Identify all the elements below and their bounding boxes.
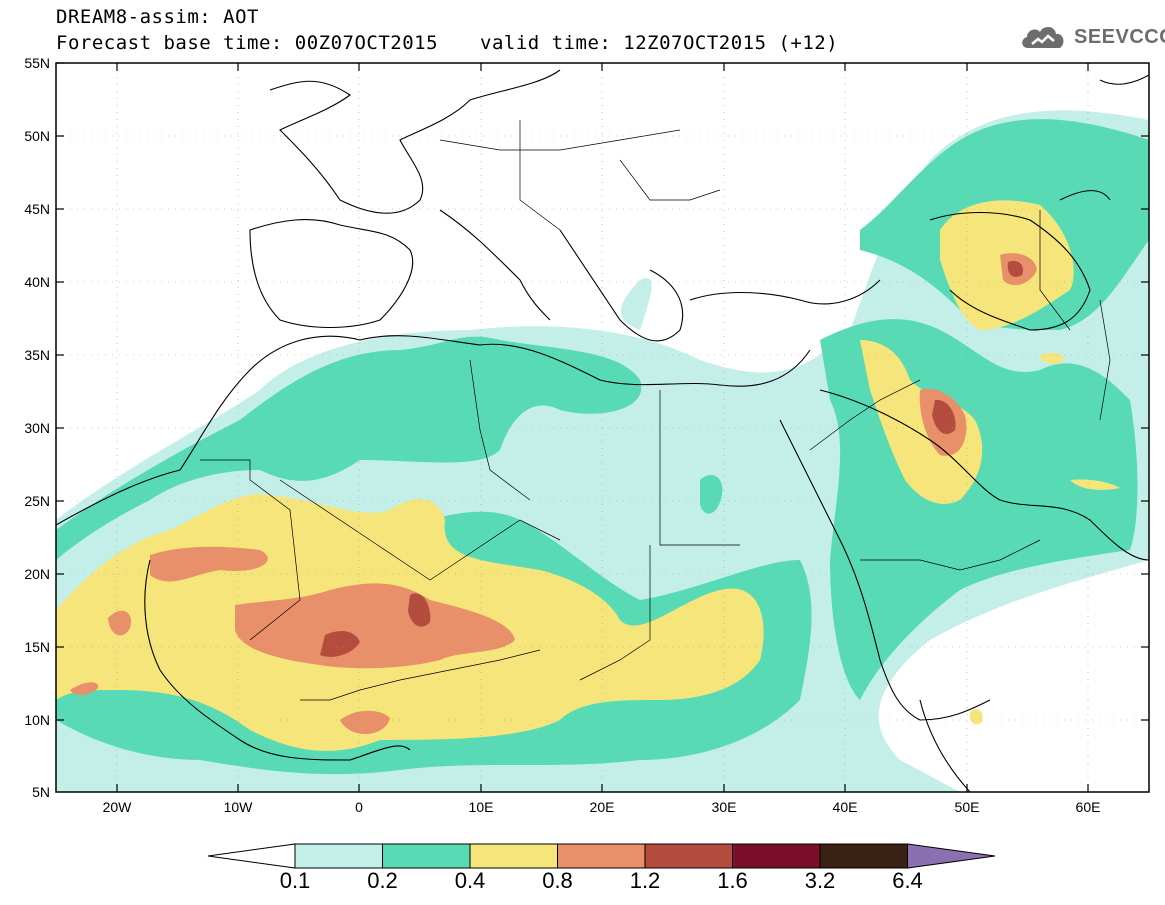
lat-label: 45N <box>24 201 50 217</box>
colorbar-label: 6.4 <box>892 868 923 893</box>
lat-label: 10N <box>24 712 50 728</box>
cloud-icon <box>1022 26 1064 48</box>
lat-label: 55N <box>24 55 50 71</box>
aot-band-0.2-0.4 <box>56 336 642 560</box>
colorbar-swatch-3.2-6.4 <box>819 843 908 869</box>
lon-label: 10W <box>223 799 253 815</box>
lon-label: 20W <box>102 799 132 815</box>
lat-label: 15N <box>24 639 50 655</box>
seevccc-logo: SEEVCCC <box>1018 22 1165 52</box>
lat-label: 5N <box>32 784 50 800</box>
lon-label: 40E <box>832 799 858 815</box>
colorbar-label: 0.4 <box>454 868 486 893</box>
colorbar-swatch-0.8-1.2 <box>557 843 646 869</box>
colorbar-label: 1.6 <box>717 868 748 893</box>
aot-band-0.8-1.2 <box>150 546 268 582</box>
colorbar-swatch-0.4-0.8 <box>469 843 558 869</box>
colorbar-under-arrow <box>207 843 296 869</box>
lat-label: 30N <box>24 420 50 436</box>
valid-time: valid time: 12Z07OCT2015 (+12) <box>480 32 839 54</box>
lat-label: 40N <box>24 274 50 290</box>
lat-label: 20N <box>24 566 50 582</box>
lon-label: 20E <box>589 799 615 815</box>
colorbar-over-arrow <box>907 843 996 869</box>
axis-ticks <box>56 62 1149 792</box>
colorbar <box>207 843 996 869</box>
colorbar-label: 0.2 <box>367 868 398 893</box>
colorbar-label: 0.1 <box>279 868 311 893</box>
title-line-2: Forecast base time: 00Z07OCT2015 <box>56 32 439 54</box>
colorbar-swatch-0.1-0.2 <box>294 843 383 869</box>
colorbar-swatch-1.2-1.6 <box>644 843 733 869</box>
lon-label: 10E <box>468 799 494 815</box>
lat-label: 25N <box>24 493 50 509</box>
lon-label: 50E <box>954 799 980 815</box>
colorbar-label: 1.2 <box>629 868 661 893</box>
logo-text: SEEVCCC <box>1074 25 1165 48</box>
country-borders <box>200 120 1111 701</box>
colorbar-label: 3.2 <box>804 868 836 893</box>
aot-field <box>56 63 1149 792</box>
lat-label: 35N <box>24 347 50 363</box>
lon-label: 30E <box>711 799 737 815</box>
lon-label: 0 <box>355 799 363 815</box>
title-line-1: DREAM8-assim: AOT <box>56 6 259 28</box>
colorbar-swatch-0.2-0.4 <box>382 843 471 869</box>
lon-label: 60E <box>1075 799 1101 815</box>
colorbar-swatch-1.6-3.2 <box>732 843 821 869</box>
lat-label: 50N <box>24 128 50 144</box>
aot-band-1.2-1.6 <box>320 630 360 657</box>
colorbar-label: 0.8 <box>542 868 573 893</box>
coastlines <box>56 69 1149 792</box>
grid-lines <box>56 63 1149 792</box>
